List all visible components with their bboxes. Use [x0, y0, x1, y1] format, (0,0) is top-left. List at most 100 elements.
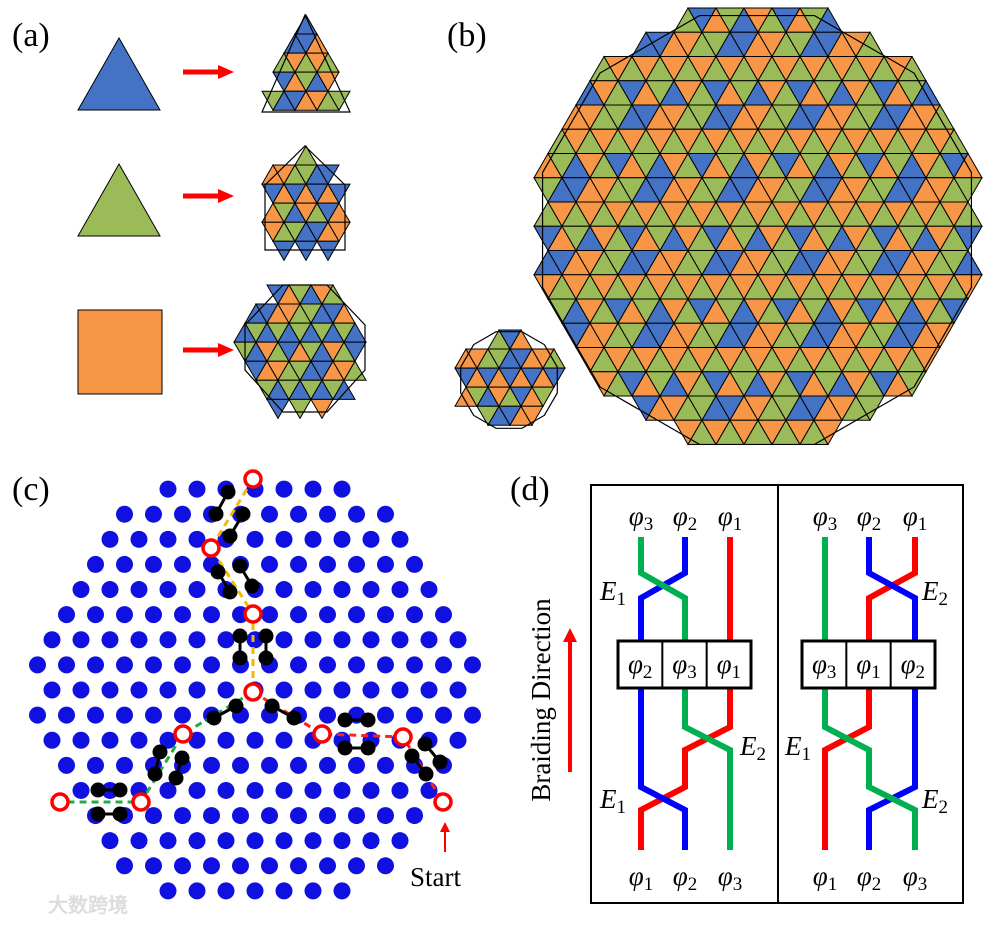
tile [288, 398, 312, 420]
lattice-site [391, 631, 409, 649]
tiling-outline [541, 14, 973, 446]
lattice-site [217, 781, 235, 799]
lattice-site [377, 656, 394, 674]
lattice-site [377, 857, 394, 875]
lattice-site [43, 631, 61, 649]
lattice-site [58, 756, 75, 774]
bottom-label-left: φ2 [673, 861, 697, 895]
tile [272, 240, 296, 262]
lattice-site [159, 581, 177, 599]
tile [953, 225, 983, 252]
lattice-site [232, 807, 249, 825]
dimer-site [258, 628, 274, 644]
dimer-site [264, 698, 280, 714]
lattice-site [420, 631, 438, 649]
lattice-site [159, 480, 177, 498]
lattice-site [333, 631, 351, 649]
lattice-site [362, 681, 380, 699]
defect-site [173, 724, 193, 744]
lattice-site [435, 656, 452, 674]
braiding-path [209, 478, 255, 692]
dimer-site [244, 578, 260, 594]
lattice-site [101, 631, 119, 649]
dimer-site [210, 564, 226, 580]
lattice-site [217, 731, 235, 749]
dimer-site [235, 506, 251, 522]
lattice-site [333, 681, 351, 699]
lattice-site [101, 731, 119, 749]
lattice-site [304, 681, 322, 699]
lattice-site [72, 731, 90, 749]
lattice-site [87, 756, 104, 774]
lattice-site [319, 857, 336, 875]
lattice-site [72, 781, 90, 799]
lattice-site [101, 681, 119, 699]
bottom-label-right: φ1 [813, 861, 837, 895]
lattice-site [232, 756, 249, 774]
lattice-site [145, 606, 162, 624]
lattice-site [130, 581, 148, 599]
lattice-site [435, 606, 452, 624]
lattice-site [420, 681, 438, 699]
dimer-site [286, 710, 302, 726]
lattice-site [43, 681, 61, 699]
braiding-arrow-head [563, 628, 577, 642]
lattice-site [145, 505, 162, 523]
lattice-site [188, 480, 206, 498]
defect-site [312, 724, 332, 744]
defect-site [243, 682, 263, 702]
lattice-site [406, 656, 423, 674]
lattice-site [275, 882, 293, 900]
lattice-site [145, 857, 162, 875]
top-label-left: φ3 [629, 501, 653, 535]
lattice-site [174, 706, 191, 724]
lattice-site [246, 882, 264, 900]
dimer-site [208, 506, 224, 522]
lattice-site [319, 706, 336, 724]
tile [953, 274, 983, 300]
tiling-outline [460, 331, 558, 429]
lattice-site [145, 807, 162, 825]
dimer-site [90, 806, 106, 822]
tile [531, 386, 555, 408]
lattice-site [290, 756, 307, 774]
tile [520, 405, 544, 427]
tile [310, 398, 334, 420]
lattice-site [420, 581, 438, 599]
lattice-site [406, 807, 423, 825]
dimer-site [258, 650, 274, 666]
lattice-site [58, 706, 75, 724]
lattice-site [348, 807, 365, 825]
lattice-site [449, 631, 467, 649]
lattice-site [348, 555, 365, 573]
lattice-site [275, 581, 293, 599]
lattice-site [174, 606, 191, 624]
dimer-site [232, 628, 248, 644]
lattice-site [188, 781, 206, 799]
lattice-site [246, 731, 264, 749]
lattice-site [101, 530, 119, 548]
lattice-site [72, 581, 90, 599]
lattice-site [275, 832, 293, 850]
lattice-site [319, 756, 336, 774]
lattice-site [304, 480, 322, 498]
top-label-right: φ1 [903, 501, 927, 535]
lattice-site [275, 631, 293, 649]
lattice-site [348, 857, 365, 875]
state-box [800, 639, 937, 690]
lattice-site [145, 706, 162, 724]
lattice-site [101, 581, 119, 599]
lattice-site [217, 681, 235, 699]
dimer-site [417, 736, 433, 752]
lattice-site [362, 832, 380, 850]
dimer-site [337, 712, 353, 728]
defect-site [393, 727, 413, 747]
lattice-site [159, 882, 177, 900]
top-label-right: φ2 [857, 501, 881, 535]
top-label-left: φ1 [718, 501, 742, 535]
lattice-site [304, 581, 322, 599]
lattice-site [159, 781, 177, 799]
lattice-site [58, 656, 75, 674]
tile [316, 240, 340, 262]
